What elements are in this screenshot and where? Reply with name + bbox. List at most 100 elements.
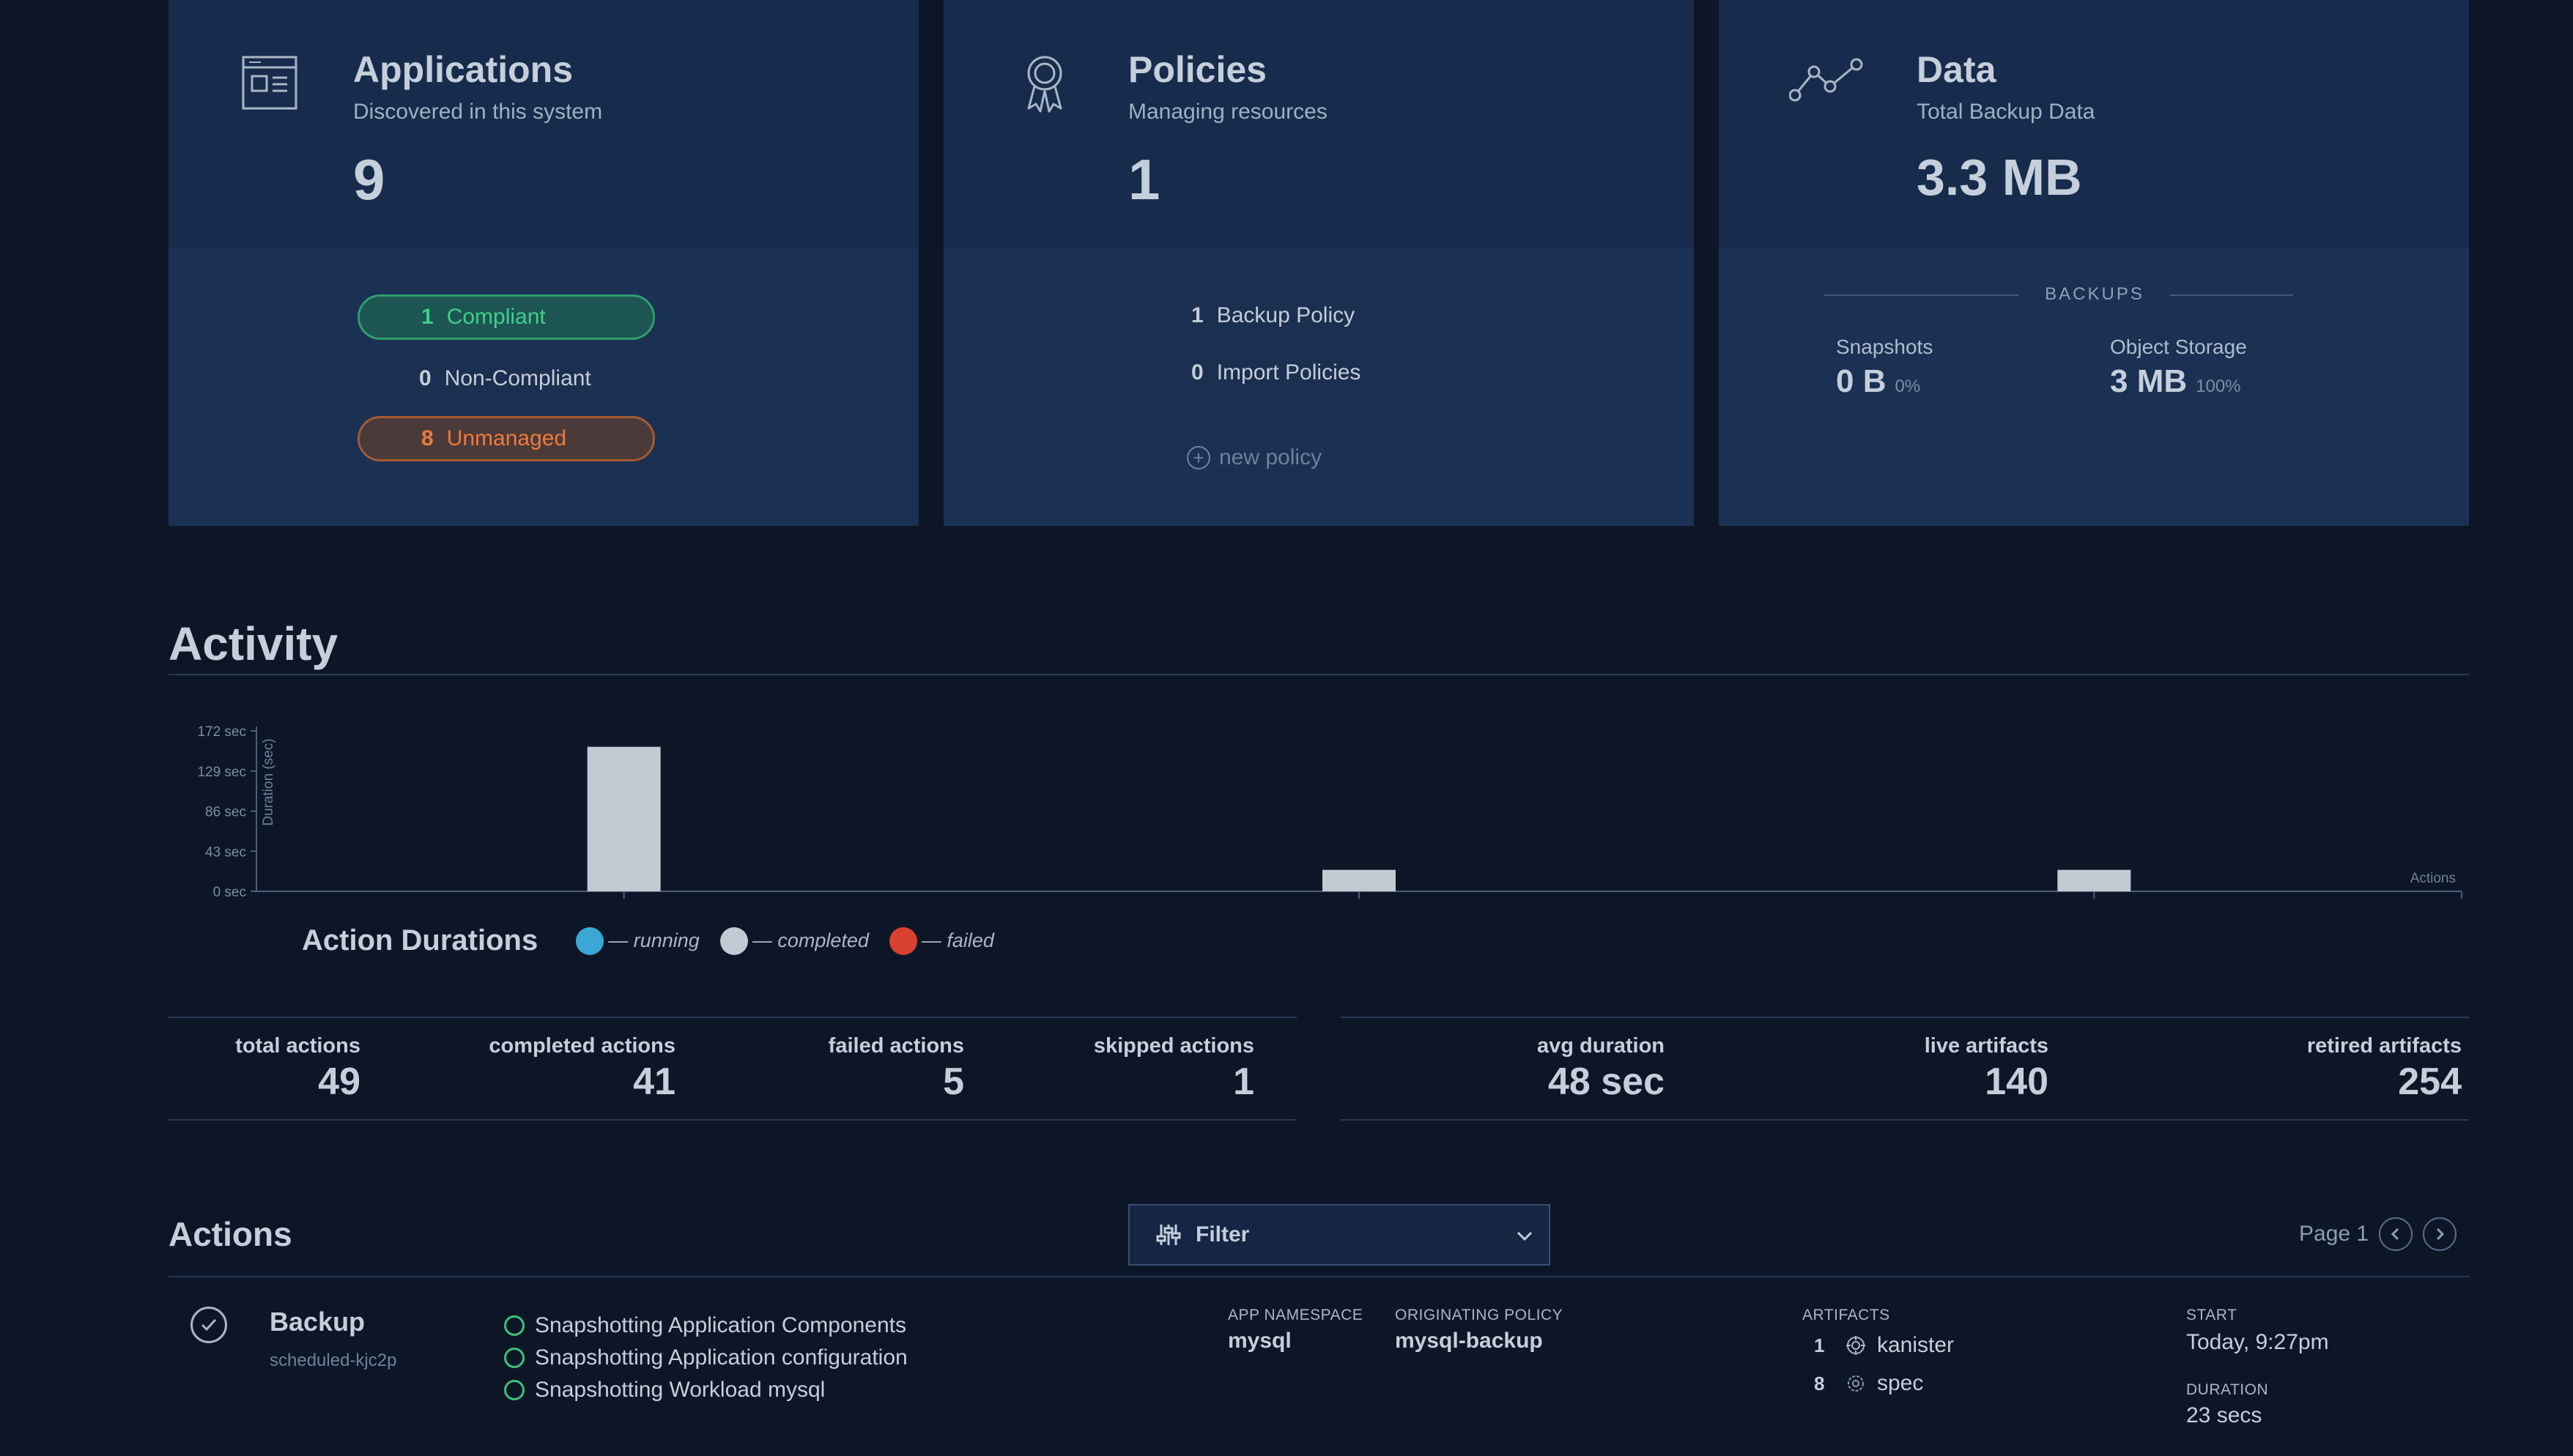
stat-label: completed actions [489, 1034, 675, 1058]
artifact-item[interactable]: 8 spec [1814, 1371, 1923, 1396]
chevron-right-icon [2437, 1227, 2445, 1241]
stat-total-actions: total actions 49 [169, 1034, 360, 1104]
y-tick-label: 86 sec [205, 805, 246, 820]
policy-label: ORIGINATING POLICY [1395, 1307, 1563, 1323]
card-header [1719, 0, 2469, 248]
kanister-icon [1846, 1336, 1865, 1355]
stat-value: 1 [1233, 1061, 1254, 1103]
unmanaged-pill[interactable]: 8 Unmanaged [358, 416, 655, 461]
applications-card[interactable]: Applications Discovered in this system 9… [169, 0, 919, 526]
line-graph-icon [1789, 58, 1863, 102]
policies-card[interactable]: Policies Managing resources 1 1 Backup P… [944, 0, 1694, 526]
y-tick-label: 129 sec [197, 765, 246, 780]
stat-value: 5 [943, 1061, 964, 1103]
card-subtitle: Discovered in this system [353, 100, 603, 124]
backup-policy-pill[interactable]: 1 Backup Policy [1130, 293, 1427, 338]
action-row[interactable]: Backup scheduled-kjc2p Snapshotting Appl… [169, 1289, 2469, 1456]
namespace-value[interactable]: mysql [1228, 1329, 1292, 1353]
stat-value: 49 [318, 1061, 360, 1103]
y-tick-label: 0 sec [213, 885, 246, 900]
stat-label: retired artifacts [2306, 1034, 2462, 1058]
action-steps: Snapshotting Application Components Snap… [504, 1310, 908, 1406]
step-label: Snapshotting Workload mysql [535, 1378, 826, 1402]
legend-item-failed: — failed [889, 926, 994, 955]
card-title: Data [1917, 49, 1996, 90]
page-label: Page 1 [2299, 1222, 2369, 1246]
step-status-icon [504, 1315, 525, 1336]
new-policy-link[interactable]: + new policy [1187, 445, 1322, 470]
pill-count: 0 [419, 366, 432, 390]
artifact-count: 1 [1814, 1334, 1825, 1356]
backups-divider-right [2170, 294, 2293, 296]
card-body [1719, 248, 2469, 526]
pagination: Page 1 [2299, 1217, 2457, 1251]
completed-dot-icon [719, 926, 748, 955]
applications-count: 9 [353, 147, 385, 212]
step-status-icon [504, 1348, 525, 1368]
policy-value[interactable]: mysql-backup [1395, 1329, 1543, 1353]
stat-retired-artifacts: retired artifacts 254 [2183, 1034, 2462, 1104]
card-header [944, 0, 1694, 248]
backups-label: BACKUPS [2045, 284, 2144, 304]
spec-gear-icon [1848, 1375, 1864, 1392]
chevron-down-icon [1517, 1231, 1533, 1241]
stat-value: 48 sec [1547, 1061, 1665, 1103]
legend-item-completed: — completed [719, 926, 869, 955]
pill-count: 1 [421, 305, 434, 329]
duration-value: 23 secs [2186, 1403, 2262, 1427]
card-title: Applications [353, 49, 574, 90]
legend-item-running: — running [576, 926, 700, 955]
stat-skipped-actions: skipped actions 1 [1048, 1034, 1254, 1104]
snapshots-size: 0 B [1836, 363, 1887, 399]
stat-label: avg duration [1536, 1034, 1665, 1058]
step-label: Snapshotting Application configuration [535, 1345, 908, 1370]
actions-divider [169, 1276, 2469, 1277]
non-compliant-pill[interactable]: 0 Non-Compliant [358, 356, 655, 401]
artifact-count: 8 [1814, 1372, 1825, 1394]
actions-title: Actions [169, 1215, 292, 1253]
legend-title: Action Durations [302, 924, 538, 957]
pill-count: 1 [1191, 303, 1204, 327]
pill-label: Unmanaged [446, 426, 567, 450]
total-backup-data: 3.3 MB [1917, 149, 2082, 206]
pill-label: Import Policies [1216, 360, 1361, 385]
start-value: Today, 9:27pm [2186, 1330, 2329, 1354]
stat-completed-actions: completed actions 41 [462, 1034, 675, 1104]
snapshots-value: 0 B 0% [1836, 363, 1920, 400]
new-policy-label: new policy [1219, 445, 1322, 469]
data-card[interactable]: Data Total Backup Data 3.3 MB BACKUPS Sn… [1719, 0, 2469, 526]
y-axis-label: Duration (sec) [261, 738, 276, 825]
y-tick-label: 172 sec [197, 724, 246, 740]
stat-value: 41 [633, 1061, 675, 1103]
running-dot-icon [576, 926, 604, 955]
artifact-item[interactable]: 1 kanister [1814, 1333, 1954, 1358]
import-policies-pill[interactable]: 0 Import Policies [1130, 350, 1427, 395]
filter-dropdown[interactable]: Filter [1128, 1204, 1550, 1266]
card-header [169, 0, 919, 248]
next-page-button[interactable] [2423, 1217, 2457, 1251]
activity-title: Activity [169, 617, 338, 670]
snapshots-label: Snapshots [1836, 335, 1933, 358]
pill-count: 0 [1191, 360, 1204, 385]
pill-label: Non-Compliant [444, 366, 591, 390]
failed-dot-icon [889, 926, 917, 955]
stat-value: 254 [2398, 1061, 2462, 1103]
card-title: Policies [1128, 49, 1267, 90]
award-ribbon-icon [1027, 56, 1062, 113]
action-title[interactable]: Backup [270, 1307, 366, 1337]
step-item: Snapshotting Workload mysql [504, 1374, 908, 1406]
action-subtitle: scheduled-kjc2p [270, 1351, 397, 1370]
step-label: Snapshotting Application Components [535, 1313, 907, 1337]
legend-label: — completed [752, 929, 869, 951]
previous-page-button[interactable] [2379, 1217, 2413, 1251]
object-storage-size: 3 MB [2110, 363, 2188, 399]
pill-label: Compliant [446, 305, 546, 329]
artifact-name: spec [1877, 1371, 1924, 1395]
card-subtitle: Total Backup Data [1917, 100, 2095, 124]
step-item: Snapshotting Application configuration [504, 1342, 908, 1374]
pill-label: Backup Policy [1216, 303, 1355, 327]
compliant-pill[interactable]: 1 Compliant [358, 294, 655, 340]
chart-legend: Action Durations — running — completed —… [302, 924, 994, 957]
x-axis-label: Actions [2410, 871, 2456, 886]
sliders-icon [1156, 1225, 1181, 1245]
